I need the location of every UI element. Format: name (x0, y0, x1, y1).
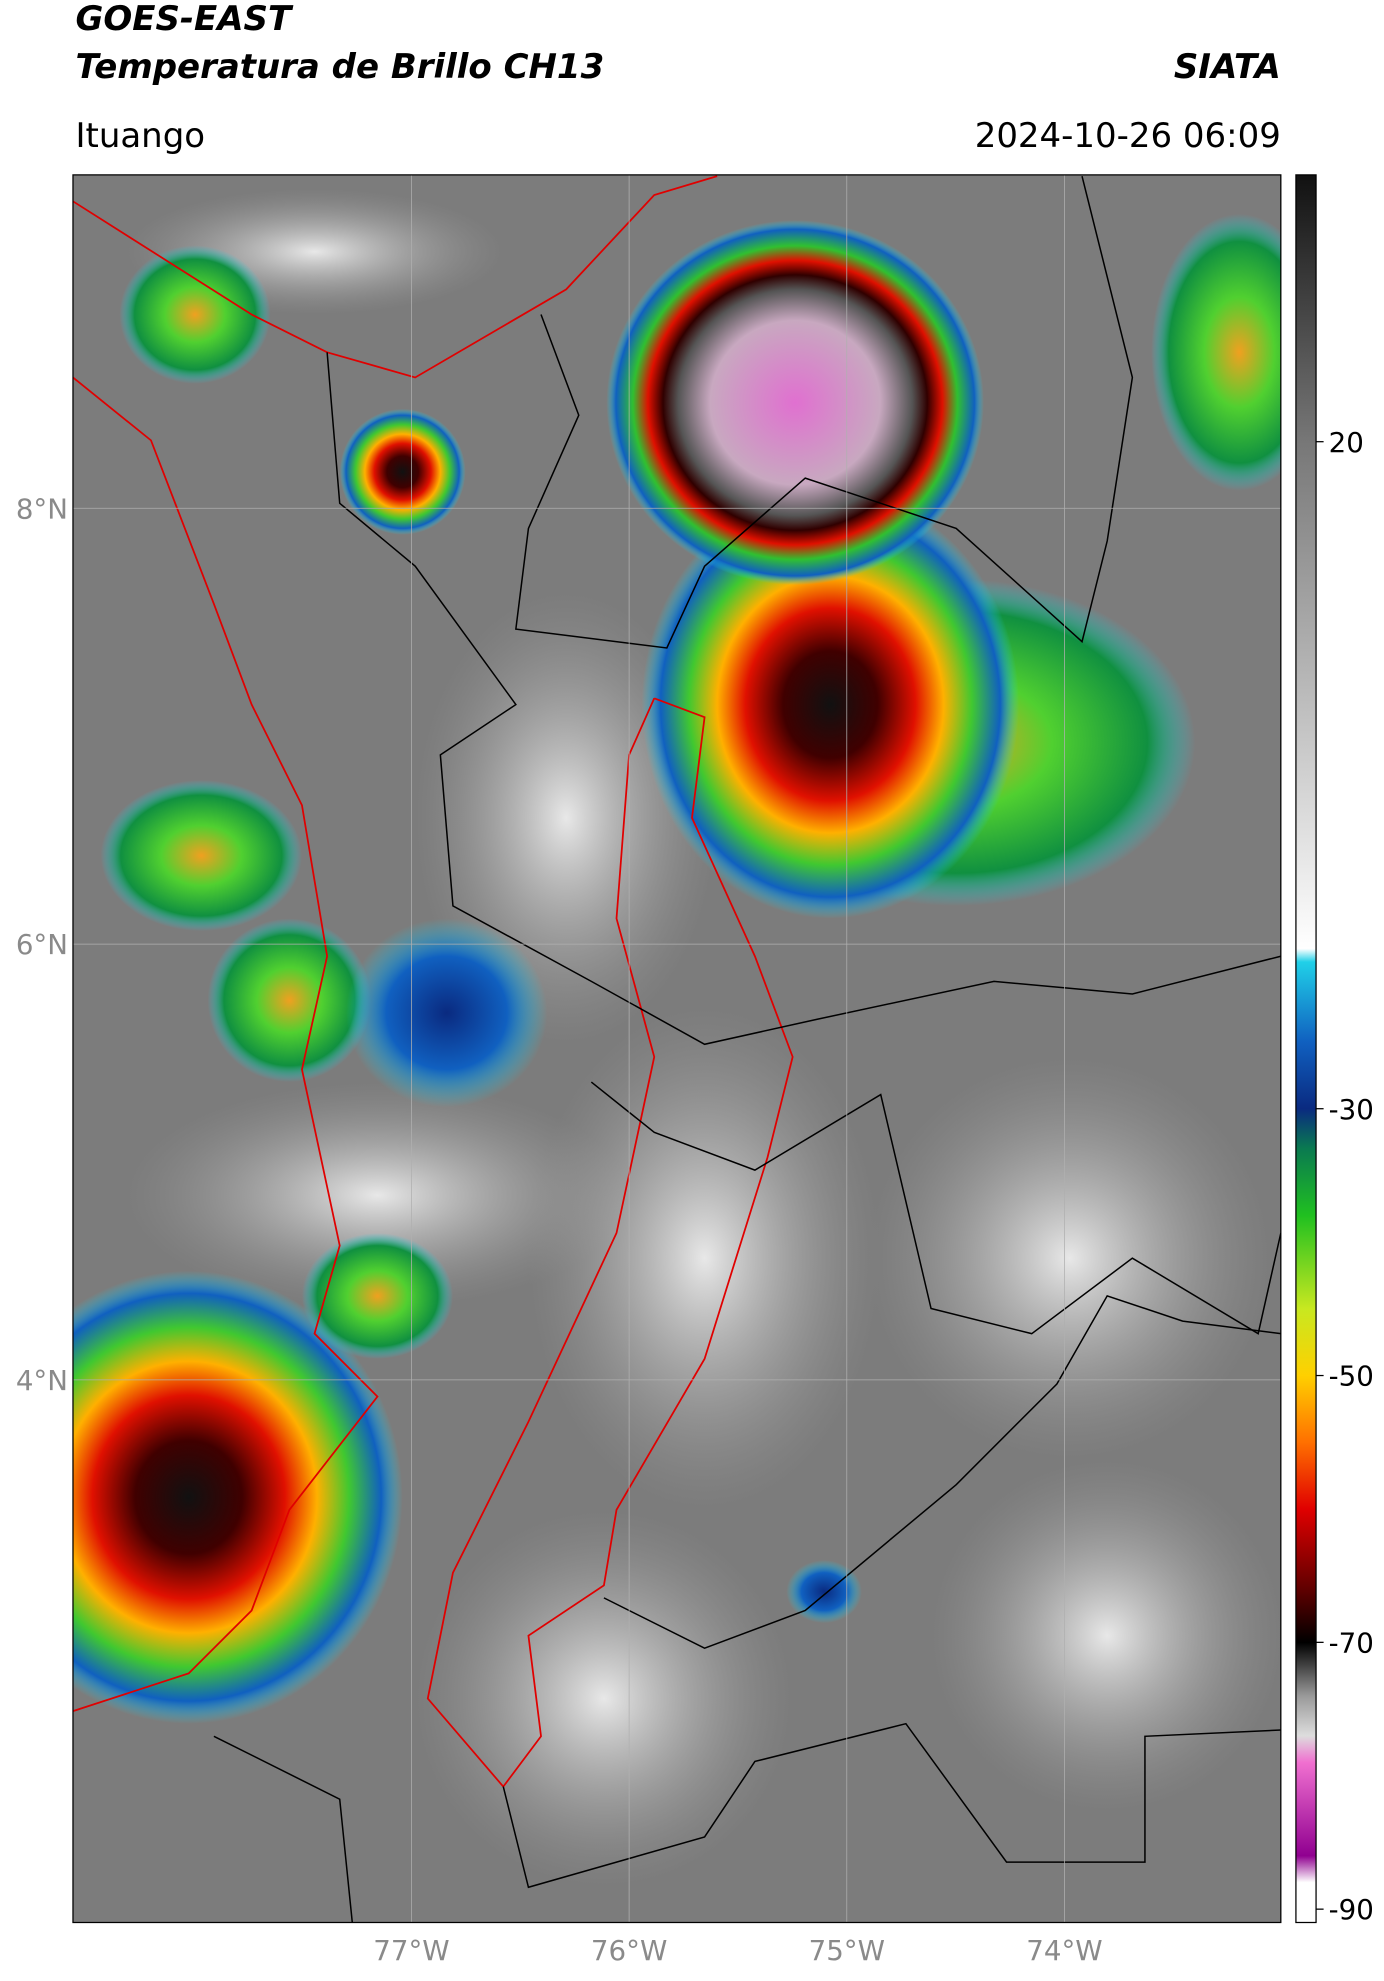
lat-label: 4°N (16, 1364, 68, 1397)
border (590, 1081, 1281, 1335)
source-title: GOES-EAST (75, 0, 293, 39)
colorbar: 20 -30 -50 -70 -90 (1295, 174, 1374, 1926)
convection (72, 1270, 403, 1724)
border (213, 1735, 354, 1923)
convection (786, 1560, 862, 1624)
convection (1151, 213, 1281, 491)
colorbar-label: -50 (1329, 1360, 1374, 1393)
colorbar-scale (1295, 174, 1317, 1924)
cloud (125, 1082, 630, 1309)
lon-label: 75°W (809, 1934, 885, 1967)
timestamp: 2024-10-26 06:09 (975, 116, 1281, 156)
colorbar-label: -90 (1329, 1893, 1374, 1926)
border (515, 175, 1134, 649)
colorbar-label: -30 (1329, 1093, 1374, 1126)
coastline (72, 175, 718, 379)
convection (301, 1233, 453, 1359)
convection (641, 490, 1020, 919)
region: Ituango (75, 116, 205, 156)
lon-label: 77°W (373, 1934, 449, 1967)
colorbar-label: 20 (1329, 426, 1364, 459)
axis-labels: 77°W 76°W 75°W 74°W 8°N 6°N 4°N (16, 492, 1103, 1967)
cloud (415, 1509, 793, 1888)
lat-label: 6°N (16, 928, 68, 961)
convection (119, 245, 271, 384)
convection (100, 780, 302, 932)
convection (339, 408, 466, 535)
colorbar-label: -70 (1329, 1626, 1374, 1659)
lon-label: 74°W (1026, 1934, 1102, 1967)
convection (606, 220, 984, 586)
coastline (72, 376, 379, 1712)
convection (207, 918, 372, 1083)
border (603, 1295, 1281, 1650)
convection (346, 918, 548, 1108)
cloud (931, 1459, 1281, 1812)
map-frame (72, 174, 1282, 1924)
brand: SIATA (1174, 47, 1281, 87)
cloud (868, 1056, 1271, 1460)
department-border (426, 697, 794, 1789)
border (502, 1722, 1281, 1889)
lat-label: 8°N (16, 492, 68, 525)
cloud (528, 1006, 881, 1510)
border (326, 352, 1281, 1046)
map-imagery (72, 174, 1281, 1923)
grid (72, 174, 1281, 1923)
lon-label: 76°W (591, 1934, 667, 1967)
product-title: Temperatura de Brillo CH13 (75, 47, 604, 87)
